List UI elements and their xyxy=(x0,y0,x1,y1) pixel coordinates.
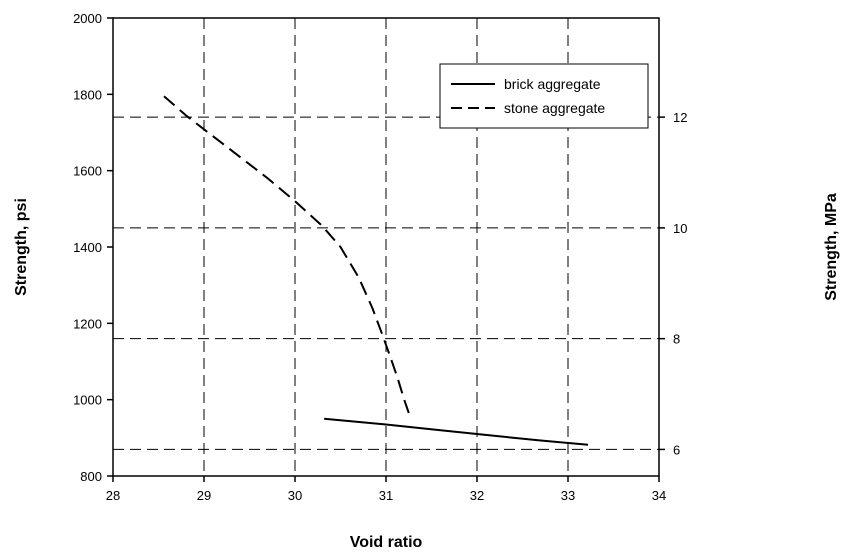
y-tick-label-1400: 1400 xyxy=(73,240,102,255)
legend-label-stone-aggregate: stone aggregate xyxy=(504,100,605,116)
y-tick-label-1000: 1000 xyxy=(73,393,102,408)
y2-tick-label-12: 12 xyxy=(673,110,687,125)
y-tick-label-1600: 1600 xyxy=(73,164,102,179)
y2-tick-label-6: 6 xyxy=(673,442,680,457)
y-axis-right: 6 8 10 12 xyxy=(659,110,687,457)
series-line-brick-aggregate xyxy=(324,417,589,446)
x-tick-label-30: 30 xyxy=(288,488,302,503)
legend-box xyxy=(439,63,649,129)
x-tick-label-29: 29 xyxy=(197,488,211,503)
x-axis-title: Void ratio xyxy=(350,534,423,551)
x-axis: 28 29 30 31 32 33 34 xyxy=(106,476,666,503)
y-tick-label-800: 800 xyxy=(80,469,102,484)
y2-tick-label-10: 10 xyxy=(673,221,687,236)
legend-label-brick-aggregate: brick aggregate xyxy=(504,76,601,92)
y-axis-left: 800 1000 1200 1400 1600 1800 2000 xyxy=(73,11,113,484)
x-tick-label-31: 31 xyxy=(379,488,393,503)
series-lines xyxy=(163,95,589,446)
y-tick-label-2000: 2000 xyxy=(73,11,102,26)
x-tick-label-33: 33 xyxy=(561,488,575,503)
y-tick-label-1200: 1200 xyxy=(73,316,102,331)
series-line-stone-aggregate xyxy=(163,95,410,414)
x-tick-label-28: 28 xyxy=(106,488,120,503)
x-tick-label-32: 32 xyxy=(470,488,484,503)
x-tick-label-34: 34 xyxy=(652,488,666,503)
y2-tick-label-8: 8 xyxy=(673,332,680,347)
legend: brick aggregate stone aggregate xyxy=(439,63,649,129)
y-tick-label-1800: 1800 xyxy=(73,87,102,102)
y-axis-title: Strength, psi xyxy=(13,198,30,296)
y2-axis-title: Strength, MPa xyxy=(823,193,840,301)
